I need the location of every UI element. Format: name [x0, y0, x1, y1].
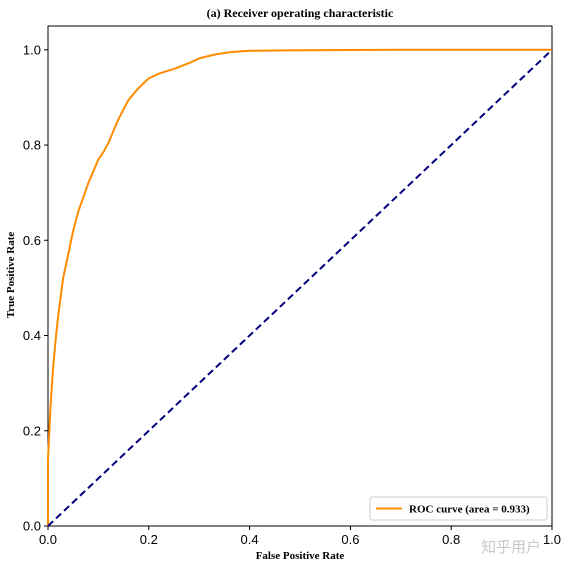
- y-tick-label-4: 0.8: [23, 138, 41, 153]
- legend: ROC curve (area = 0.933): [369, 496, 548, 521]
- y-tick-label-0: 0.0: [23, 519, 41, 534]
- chance-diagonal-line: [47, 49, 553, 527]
- x-tick-label-0: 0.0: [39, 532, 57, 547]
- legend-box: [369, 496, 548, 521]
- x-tick-label-1: 0.2: [140, 532, 158, 547]
- y-tick-label-1: 0.2: [23, 423, 41, 438]
- x-tick-label-4: 0.8: [442, 532, 460, 547]
- x-tick-label-2: 0.4: [241, 532, 259, 547]
- y-tick-label-2: 0.4: [23, 328, 41, 343]
- plot-area: 0.0 0.2 0.4 0.6 0.8 1.0 0.0 0.2 0.4 0.6 0.8 1.0: [23, 25, 561, 547]
- x-tick-label-5: 1.0: [543, 532, 561, 547]
- y-axis-label: True Positive Rate: [5, 232, 17, 319]
- chart-title: (a) Receiver operating characteristic: [207, 6, 394, 20]
- roc-curve-line: [47, 48, 552, 526]
- x-tick-label-3: 0.6: [341, 532, 359, 547]
- y-tick-label-5: 1.0: [23, 42, 41, 57]
- y-tick-label-3: 0.6: [23, 233, 41, 248]
- plot-frame: [47, 25, 553, 527]
- legend-label-roc: ROC curve (area = 0.933): [409, 504, 530, 516]
- watermark: 知乎用户: [481, 538, 541, 556]
- x-axis-label: False Positive Rate: [256, 550, 345, 562]
